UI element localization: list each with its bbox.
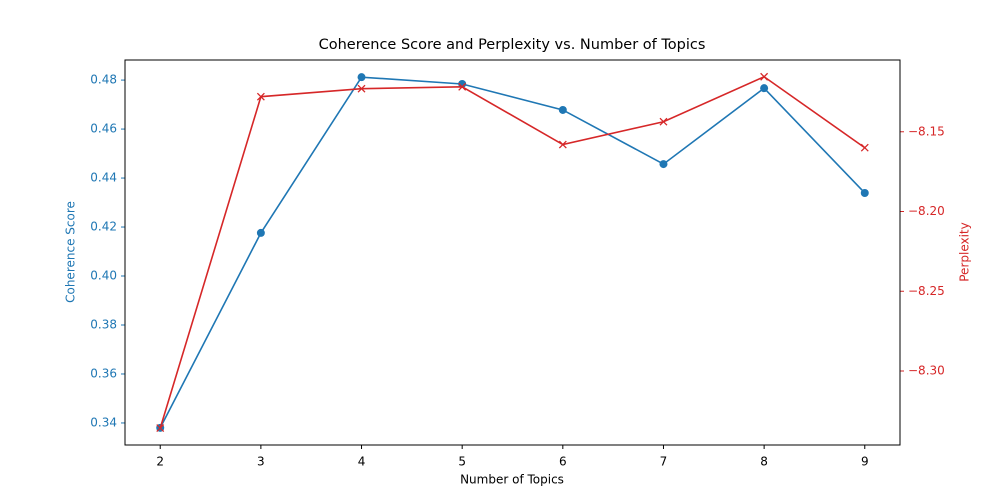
series-line <box>159 76 866 429</box>
y2-tick-label: −8.30 <box>908 363 945 377</box>
x-tick-label: 8 <box>760 455 768 469</box>
y-tick-label: 0.44 <box>90 171 117 185</box>
plot-frame <box>124 59 901 446</box>
x-tick-label: 4 <box>358 455 366 469</box>
chart-title: Coherence Score and Perplexity vs. Numbe… <box>319 37 706 53</box>
x-tick-label: 7 <box>660 455 668 469</box>
x-axis-label: Number of Topics <box>460 473 564 487</box>
point <box>458 82 467 91</box>
point <box>760 84 769 93</box>
point <box>256 228 265 237</box>
y-tick-label: 0.40 <box>90 269 117 283</box>
x-tick-label: 9 <box>861 455 869 469</box>
point <box>860 188 869 197</box>
y-tick-label: 0.34 <box>90 415 117 429</box>
point <box>156 424 165 433</box>
x-tick-label: 2 <box>156 455 164 469</box>
y2-tick-label: −8.15 <box>908 124 945 138</box>
x-tick-label: 5 <box>458 455 466 469</box>
point <box>659 160 668 169</box>
series-line <box>159 75 866 429</box>
point <box>256 92 265 101</box>
point <box>659 117 668 126</box>
x-tick-label: 3 <box>257 455 265 469</box>
y-tick-label: 0.48 <box>90 73 117 87</box>
y-tick-label: 0.36 <box>90 366 117 380</box>
point <box>357 84 366 93</box>
point <box>860 143 869 152</box>
point <box>357 73 366 82</box>
point <box>558 140 567 149</box>
x-tick-label: 6 <box>559 455 567 469</box>
y2-tick-label: −8.20 <box>908 204 945 218</box>
y-tick-label: 0.46 <box>90 122 117 136</box>
point <box>760 72 769 81</box>
y-tick-label: 0.42 <box>90 220 117 234</box>
y-tick-label: 0.38 <box>90 317 117 331</box>
point <box>458 80 467 89</box>
y-axis-label: Coherence Score <box>64 201 78 303</box>
y2-tick-label: −8.25 <box>908 284 945 298</box>
y2-axis-label: Perplexity <box>958 222 972 282</box>
point <box>558 105 567 114</box>
